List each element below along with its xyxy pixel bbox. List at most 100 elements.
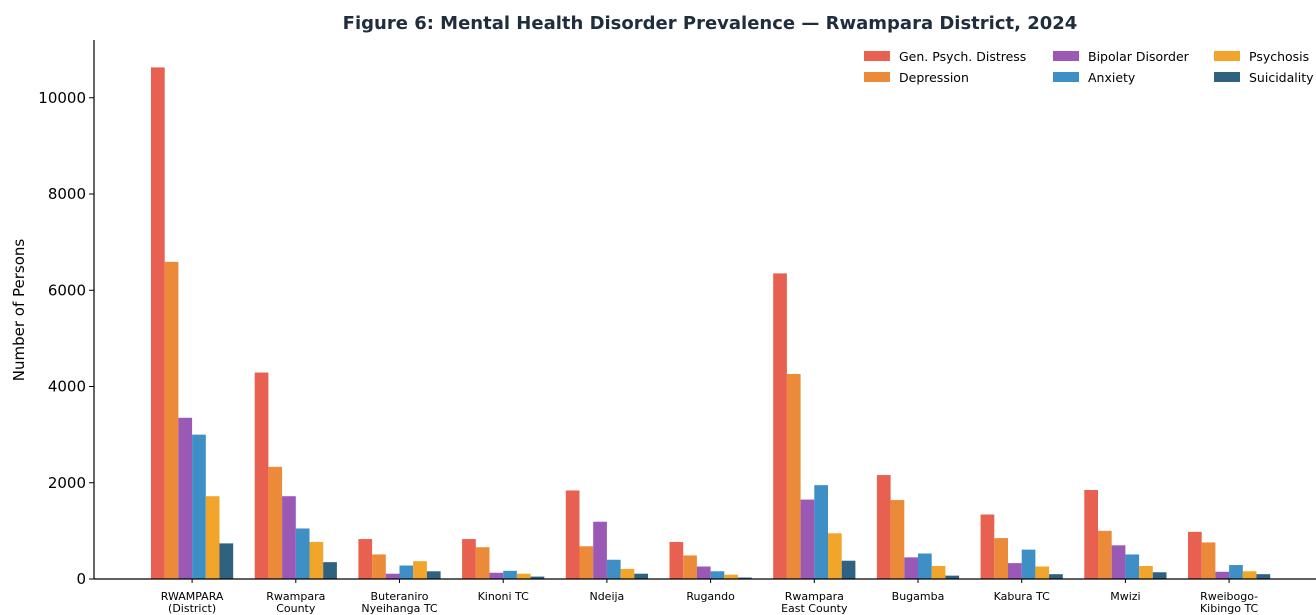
- bars-group: [151, 67, 1271, 580]
- x-tick-label-line: Ndeija: [589, 590, 624, 603]
- x-tick-label-line: Kabura TC: [994, 590, 1051, 603]
- legend-label: Anxiety: [1088, 70, 1136, 85]
- x-tick-label: Kabura TC: [994, 590, 1051, 603]
- bar-bipolar-disorder-3: [489, 572, 504, 579]
- bar-anxiety-8: [1021, 549, 1036, 579]
- bar-anxiety-9: [1125, 554, 1140, 579]
- x-tick-label: Ndeija: [589, 590, 624, 603]
- bar-bipolar-disorder-10: [1215, 571, 1230, 579]
- bar-depression-6: [786, 373, 801, 579]
- x-tick-label-line: Kinoni TC: [478, 590, 530, 603]
- x-tick-label: Bugamba: [892, 590, 945, 603]
- bar-bipolar-disorder-1: [282, 496, 296, 579]
- bar-suicidality-10: [1256, 574, 1271, 579]
- bar-anxiety-6: [814, 485, 828, 579]
- bar-suicidality-9: [1152, 572, 1167, 579]
- bar-suicidality-5: [738, 577, 752, 579]
- bar-bipolar-disorder-0: [178, 417, 193, 579]
- x-tick-label-line: Rwampara: [266, 590, 325, 603]
- bar-gen-psych-distress-10: [1188, 531, 1202, 579]
- bar-suicidality-2: [426, 571, 441, 579]
- bar-anxiety-1: [295, 528, 310, 579]
- x-tick-label: Rugando: [686, 590, 735, 603]
- bar-anxiety-2: [399, 565, 414, 579]
- bar-psychosis-6: [828, 533, 842, 579]
- bar-psychosis-2: [413, 561, 427, 579]
- legend-swatch: [1214, 72, 1240, 82]
- x-tick-label: Kinoni TC: [478, 590, 530, 603]
- bar-anxiety-4: [606, 559, 621, 579]
- bar-gen-psych-distress-2: [358, 539, 373, 579]
- x-tick-label-line: RWAMPARA: [161, 590, 224, 603]
- bar-suicidality-0: [219, 543, 234, 579]
- bar-gen-psych-distress-5: [669, 541, 684, 579]
- legend-swatch: [1053, 51, 1079, 61]
- bar-gen-psych-distress-1: [254, 372, 269, 579]
- chart-title: Figure 6: Mental Health Disorder Prevale…: [343, 13, 1078, 34]
- bar-suicidality-4: [634, 573, 648, 579]
- x-tick-label-line: Mwizi: [1110, 590, 1140, 603]
- legend-swatch: [864, 72, 890, 82]
- legend-swatch: [1214, 51, 1240, 61]
- bar-psychosis-0: [205, 496, 220, 579]
- x-tick-label-line: Buteraniro: [371, 590, 429, 603]
- legend-label: Suicidality: [1249, 70, 1314, 85]
- bar-depression-5: [683, 555, 697, 579]
- x-tick-label: RWAMPARA (District): [161, 590, 224, 615]
- legend-label: Bipolar Disorder: [1088, 49, 1190, 64]
- y-tick-label: 10000: [38, 89, 86, 107]
- y-tick-label: 8000: [48, 185, 86, 203]
- x-axis: RWAMPARA (District)Rwampara CountyButerani…: [94, 578, 1316, 615]
- y-axis: 0 2000 4000 6000 8000 10000: [38, 40, 95, 588]
- bar-psychosis-10: [1242, 571, 1257, 579]
- bar-gen-psych-distress-7: [876, 475, 891, 579]
- bar-suicidality-6: [841, 560, 856, 579]
- bar-suicidality-1: [323, 562, 337, 579]
- bar-bipolar-disorder-5: [696, 566, 711, 579]
- bar-gen-psych-distress-8: [980, 514, 995, 579]
- bar-gen-psych-distress-0: [151, 67, 165, 580]
- x-tick-label-line: Rwampara: [785, 590, 844, 603]
- y-tick-label: 2000: [48, 474, 86, 492]
- bar-depression-7: [890, 500, 905, 579]
- legend-label: Psychosis: [1249, 49, 1309, 64]
- bar-anxiety-0: [192, 434, 206, 579]
- bar-psychosis-3: [516, 573, 531, 579]
- bar-psychosis-5: [724, 574, 738, 579]
- bar-depression-1: [268, 466, 283, 579]
- bar-bipolar-disorder-4: [593, 521, 607, 579]
- legend-label: Depression: [899, 70, 969, 85]
- bar-bipolar-disorder-6: [800, 499, 815, 579]
- x-tick-label-line: Rweibogo-: [1200, 590, 1258, 603]
- bar-suicidality-8: [1049, 574, 1063, 579]
- bar-gen-psych-distress-6: [773, 273, 787, 579]
- x-tick-label-line: County: [276, 602, 316, 615]
- x-tick-label-line: East County: [781, 602, 848, 615]
- bar-bipolar-disorder-2: [385, 573, 400, 579]
- x-tick-label: Buteraniro Nyeihanga TC: [361, 590, 438, 615]
- y-tick-label: 4000: [48, 378, 86, 396]
- bar-depression-4: [579, 546, 594, 579]
- bar-anxiety-10: [1229, 565, 1243, 579]
- x-tick-label-line: (District): [168, 602, 216, 615]
- bar-gen-psych-distress-4: [565, 490, 580, 579]
- bar-bipolar-disorder-7: [904, 557, 918, 579]
- bar-depression-0: [164, 261, 179, 579]
- bar-gen-psych-distress-3: [462, 539, 476, 579]
- y-tick-label: 6000: [48, 281, 86, 299]
- x-tick-label-line: Nyeihanga TC: [361, 602, 438, 615]
- bar-anxiety-3: [503, 570, 517, 579]
- bar-depression-8: [994, 538, 1008, 579]
- bar-anxiety-7: [918, 553, 932, 579]
- bar-psychosis-9: [1139, 566, 1153, 579]
- bar-psychosis-4: [620, 568, 635, 579]
- bar-suicidality-3: [530, 576, 545, 579]
- bar-depression-9: [1098, 530, 1112, 579]
- x-tick-label-line: Bugamba: [892, 590, 945, 603]
- legend-label: Gen. Psych. Distress: [899, 49, 1026, 64]
- y-axis-label: Number of Persons: [10, 239, 28, 382]
- legend-swatch: [864, 51, 890, 61]
- x-tick-label: Mwizi: [1110, 590, 1140, 603]
- bar-psychosis-1: [309, 541, 324, 579]
